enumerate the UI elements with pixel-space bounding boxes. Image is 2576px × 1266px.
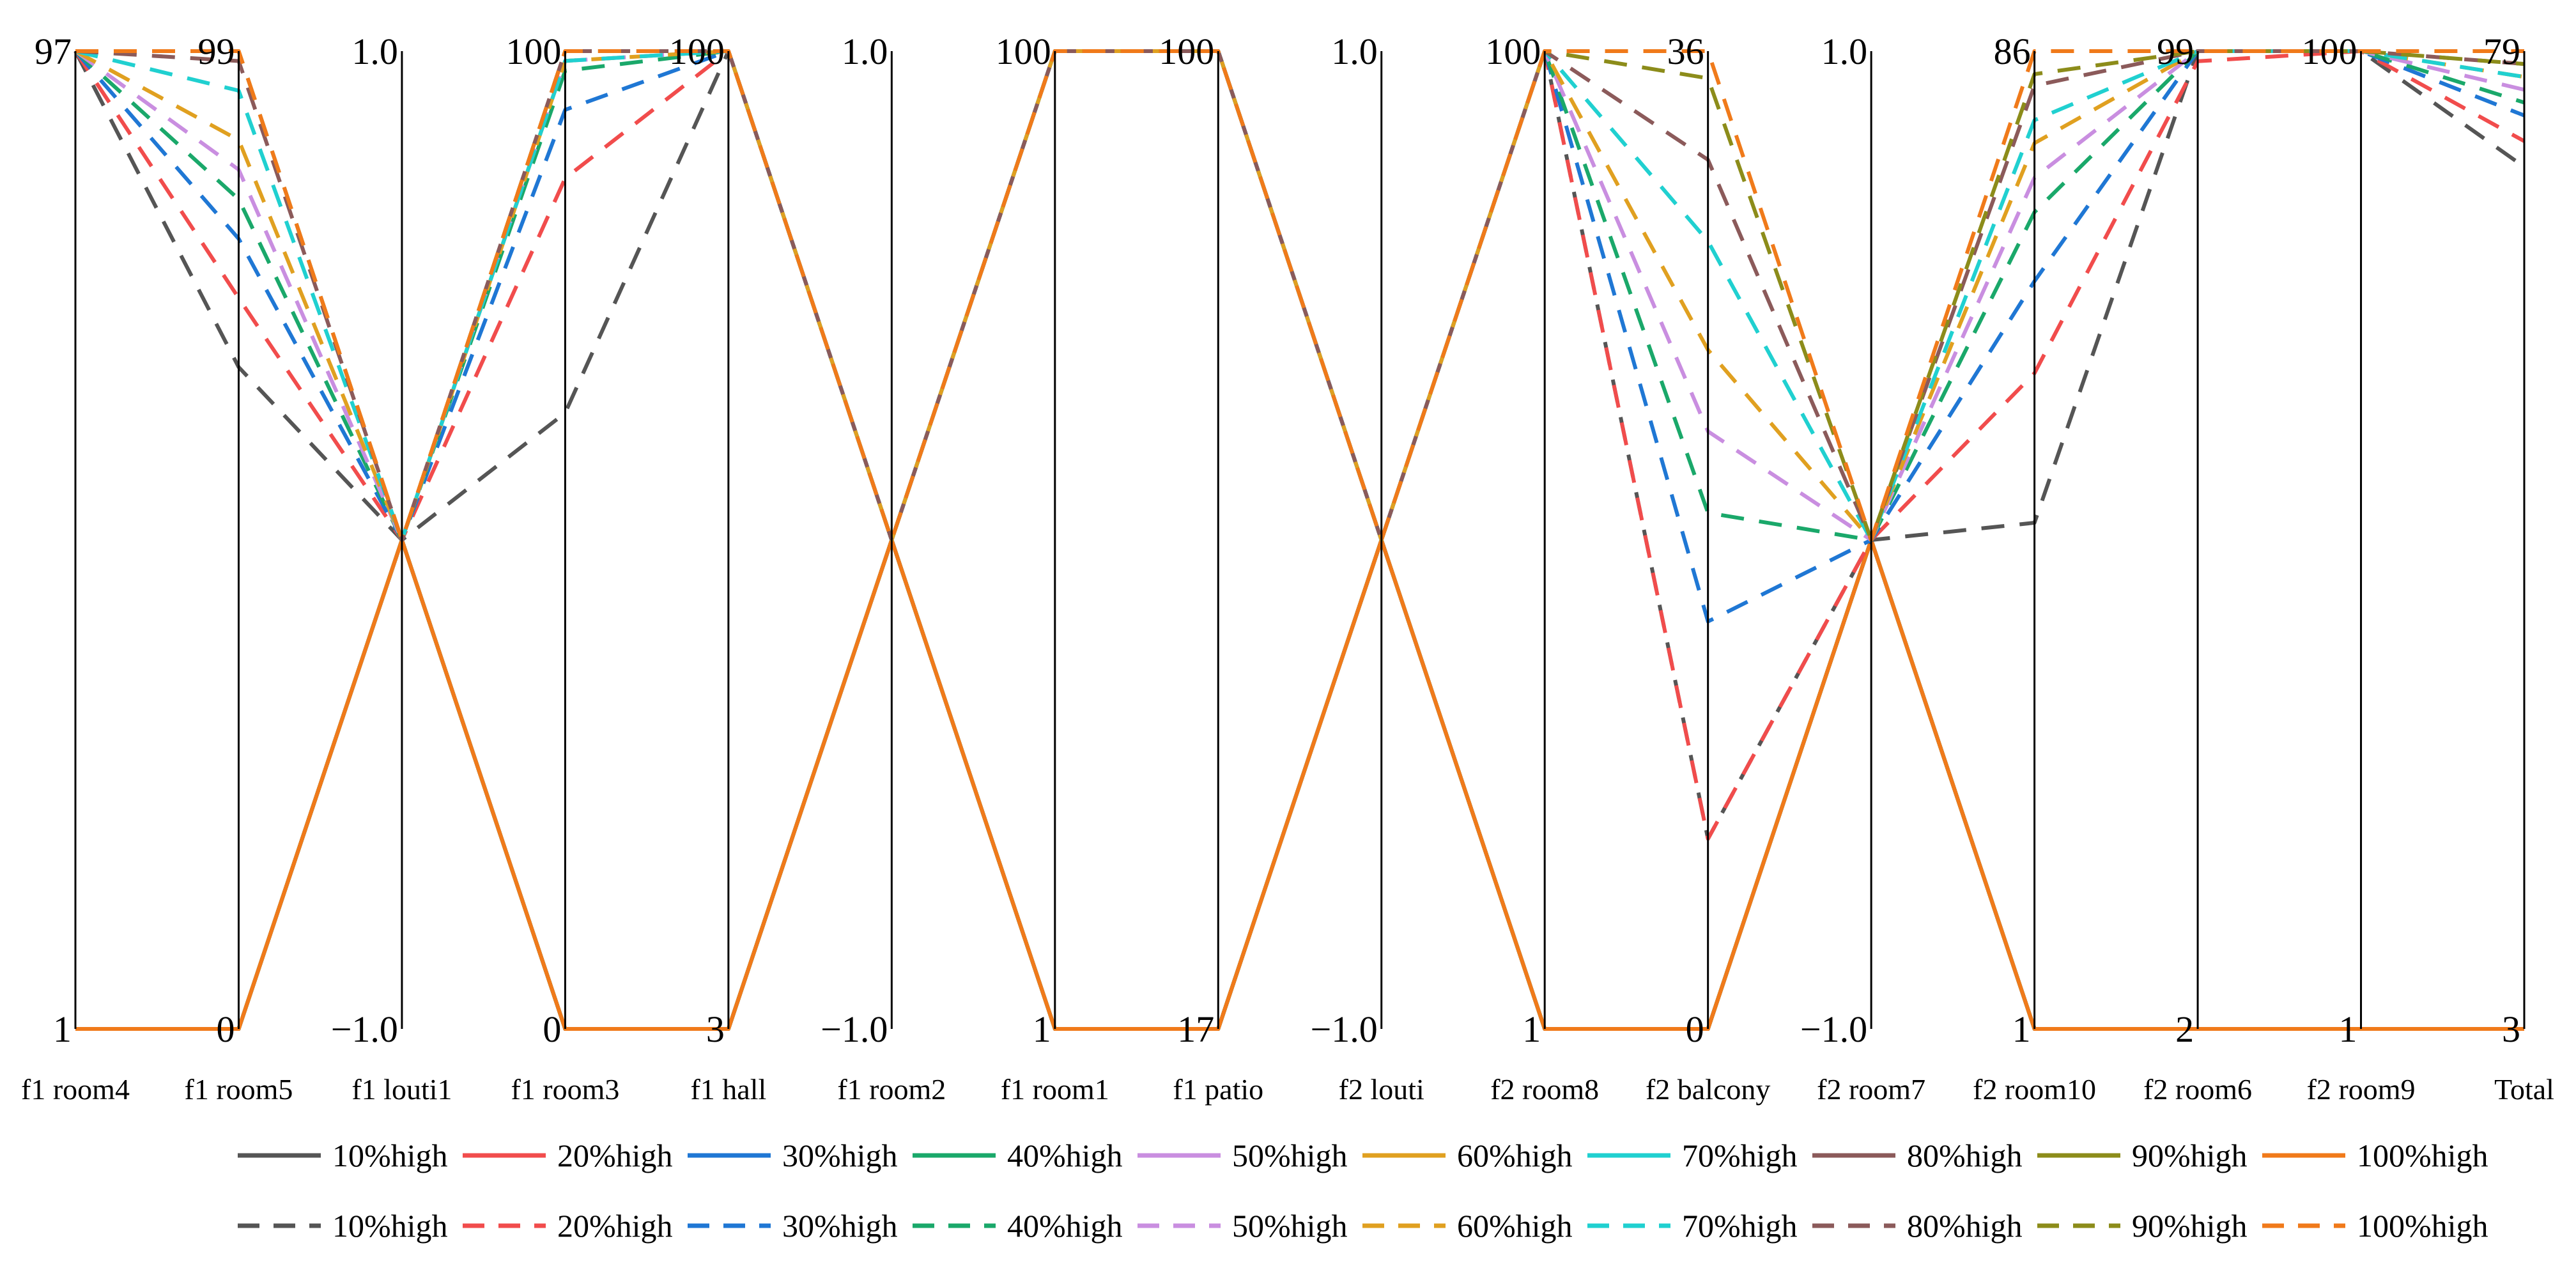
legend-label: 70%high — [1682, 1208, 1798, 1244]
legend-label: 40%high — [1007, 1138, 1123, 1173]
legend-label: 100%high — [2357, 1208, 2488, 1244]
axis-name-label: f2 room7 — [1817, 1073, 1925, 1106]
legend-label: 100%high — [2357, 1138, 2488, 1173]
axis-max-label: 100 — [669, 31, 725, 72]
axis-name-label: f2 louti — [1339, 1073, 1424, 1106]
axis-min-label: 1 — [2339, 1008, 2357, 1050]
legend-label: 10%high — [332, 1138, 448, 1173]
axis-max-label: 79 — [2483, 31, 2520, 72]
axis-name-label: f1 patio — [1173, 1073, 1263, 1106]
axis-max-label: 100 — [996, 31, 1051, 72]
legend: 10%high 20%high 30%high 40%high 50%high 60%hi… — [238, 1138, 2488, 1244]
axis-min-label: −1.0 — [821, 1008, 888, 1050]
axis-name-label: f1 louti1 — [351, 1073, 452, 1106]
axis-max-label: 1.0 — [1331, 31, 1378, 72]
series-line-dashed-100pcthigh — [75, 49, 2524, 542]
axis-name-label: f2 balcony — [1646, 1073, 1770, 1106]
axis-min-label: −1.0 — [331, 1008, 398, 1050]
axis-min-label: −1.0 — [1311, 1008, 1378, 1050]
axis-min-label: 1 — [2012, 1008, 2031, 1050]
axis-name-label: Total — [2494, 1073, 2554, 1106]
axis-max-label: 1.0 — [842, 31, 888, 72]
axis-max-label: 1.0 — [351, 31, 398, 72]
axis-min-label: 1 — [1522, 1008, 1541, 1050]
axis-min-label: −1.0 — [1800, 1008, 1867, 1050]
legend-label: 30%high — [782, 1138, 898, 1173]
axis-min-label: 0 — [543, 1008, 561, 1050]
legend-label: 90%high — [2132, 1208, 2248, 1244]
axis-min-label: 3 — [706, 1008, 725, 1050]
axis-max-label: 36 — [1667, 31, 1704, 72]
legend-label: 30%high — [782, 1208, 898, 1244]
axis-name-label: f1 hall — [690, 1073, 766, 1106]
axis-min-label: 1 — [1033, 1008, 1051, 1050]
axis-max-label: 97 — [35, 31, 72, 72]
axis-max-label: 99 — [197, 31, 235, 72]
axis-min-label: 0 — [216, 1008, 235, 1050]
axis-name-label: f1 room2 — [837, 1073, 946, 1106]
axis-max-label: 99 — [2157, 31, 2194, 72]
axis-min-label: 17 — [1177, 1008, 1214, 1050]
legend-label: 80%high — [1907, 1208, 2023, 1244]
axis-max-label: 100 — [505, 31, 561, 72]
axis-min-label: 0 — [1686, 1008, 1704, 1050]
axis-name-label: f2 room6 — [2143, 1073, 2252, 1106]
legend-label: 90%high — [2132, 1138, 2248, 1173]
legend-label: 20%high — [557, 1138, 673, 1173]
axis-min-label: 2 — [2175, 1008, 2194, 1050]
legend-label: 40%high — [1007, 1208, 1123, 1244]
series-line-dashed-30pcthigh — [73, 49, 2526, 624]
axis-max-label: 86 — [1994, 31, 2031, 72]
axis-name-label: f1 room1 — [1001, 1073, 1109, 1106]
axis-min-label: 1 — [53, 1008, 72, 1050]
legend-label: 50%high — [1232, 1208, 1348, 1244]
legend-label: 50%high — [1232, 1138, 1348, 1173]
axis-max-label: 100 — [1485, 31, 1541, 72]
axis-name-label: f2 room10 — [1973, 1073, 2096, 1106]
series-line-dashed-20pcthigh — [73, 49, 2526, 841]
axis-name-label: f2 room8 — [1490, 1073, 1599, 1106]
legend-label: 60%high — [1457, 1138, 1573, 1173]
axis-name-label: f1 room3 — [511, 1073, 619, 1106]
legend-label: 20%high — [557, 1208, 673, 1244]
axis-max-label: 1.0 — [1821, 31, 1868, 72]
legend-label: 60%high — [1457, 1208, 1573, 1244]
axis-max-label: 100 — [1159, 31, 1214, 72]
legend-label: 70%high — [1682, 1138, 1798, 1173]
series-line-solid-100pcthigh — [75, 538, 2524, 1031]
legend-label: 10%high — [332, 1208, 448, 1244]
axis-min-label: 3 — [2502, 1008, 2520, 1050]
series-lines — [73, 49, 2526, 1031]
legend-label: 80%high — [1907, 1138, 2023, 1173]
axis-name-label: f1 room5 — [185, 1073, 293, 1106]
axis-max-label: 100 — [2302, 31, 2357, 72]
axis-name-label: f1 room4 — [21, 1073, 130, 1106]
axis-name-label: f2 room9 — [2307, 1073, 2416, 1106]
